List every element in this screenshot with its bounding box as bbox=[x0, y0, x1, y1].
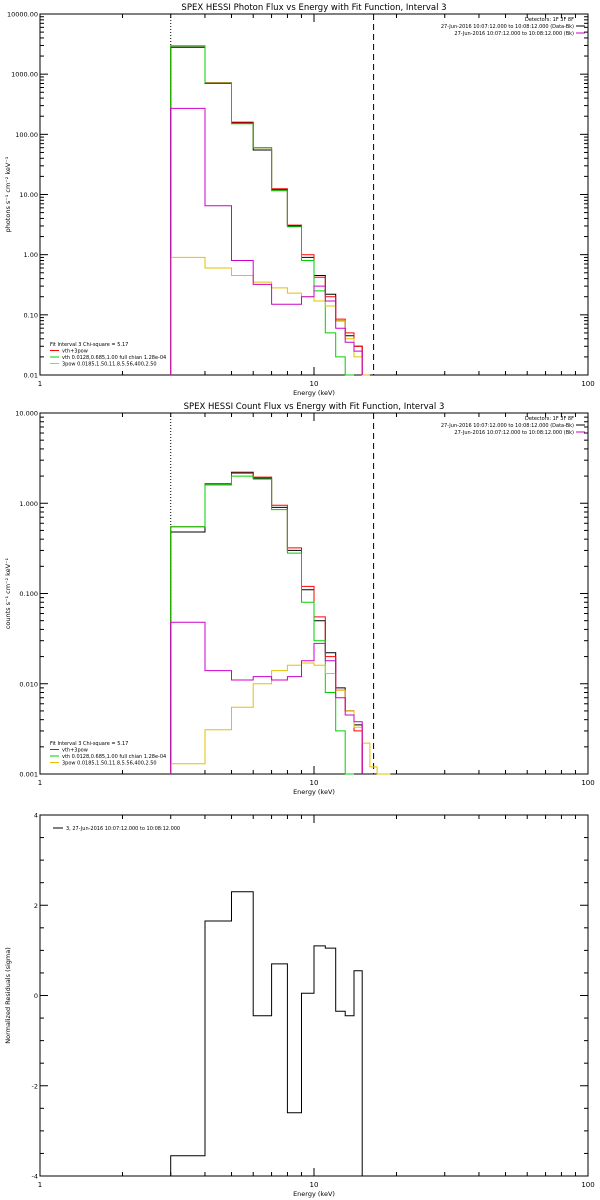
legend-entry: 3pow 0.0185,1.50,11.8,5.56,400,2.50 bbox=[62, 761, 157, 767]
y-tick-label: 4 bbox=[34, 812, 38, 820]
fit-info-text: Fit Interval 3 Chi-square = 5.17 bbox=[50, 342, 128, 348]
y-tick-label: -4 bbox=[32, 1173, 38, 1181]
x-axis-label: Energy (keV) bbox=[293, 1190, 335, 1198]
legend-entry: 27-Jun-2016 10:07:12.000 to 10:08:12.000… bbox=[441, 423, 574, 429]
series-vth-3pow-histogram bbox=[170, 472, 363, 774]
y-tick-label: 0 bbox=[34, 992, 38, 1000]
legend-entry: Detectors: 1F 3F 8F bbox=[525, 17, 574, 23]
y-tick-label: 0.010 bbox=[19, 680, 38, 688]
x-tick-label: 1 bbox=[38, 1181, 42, 1189]
chart-title: SPEX HESSI Photon Flux vs Energy with Fi… bbox=[181, 3, 446, 13]
chart-2: 1 10 100 Energy (keV) 0.001 0.010 0.100 1.000 10… bbox=[4, 402, 595, 796]
y-tick-label: 10000.00 bbox=[7, 11, 38, 19]
y-tick-label: 0.10 bbox=[24, 311, 38, 319]
legend-entry: 3pow 0.0185,1.50,11.8,5.56,400,2.50 bbox=[62, 362, 157, 368]
y-tick-label: 2 bbox=[34, 902, 38, 910]
y-tick-label: 100.00 bbox=[15, 131, 38, 139]
y-axis-label: photons s⁻¹ cm⁻² keV⁻¹ bbox=[4, 156, 12, 232]
series-bk-histogram bbox=[170, 107, 363, 375]
plot-frame bbox=[39, 814, 589, 1177]
legend-entry: vth 0.0128,0.685,1.00 full chian 1.28e-0… bbox=[62, 355, 166, 361]
y-tick-label: 10.000 bbox=[15, 410, 38, 418]
x-tick-label: 10 bbox=[310, 380, 319, 388]
x-tick-label: 100 bbox=[581, 1181, 594, 1189]
series-vth-histogram bbox=[170, 45, 354, 376]
x-axis-label: Energy (keV) bbox=[293, 788, 335, 796]
series-vth-histogram bbox=[170, 475, 354, 775]
x-tick-label: 1 bbox=[38, 380, 42, 388]
x-tick-label: 1 bbox=[38, 779, 42, 787]
legend-entry: vth+3pow bbox=[62, 349, 88, 355]
series-3pow-histogram bbox=[170, 662, 391, 775]
legend-entry: vth 0.0128,0.685,1.00 full chian 1.28e-0… bbox=[62, 754, 166, 760]
legend-entry: 27-Jun-2016 10:07:12.000 to 10:08:12.000… bbox=[441, 24, 574, 30]
y-tick-label: 1.000 bbox=[19, 500, 38, 508]
legend-entry: 3, 27-Jun-2016 10:07:12.000 to 10:08:12.… bbox=[66, 826, 180, 832]
fit-info-text: Fit Interval 3 Chi-square = 5.17 bbox=[50, 741, 128, 747]
x-axis-label: Energy (keV) bbox=[293, 389, 335, 397]
x-tick-label: 100 bbox=[581, 779, 594, 787]
series-vth-3pow-histogram bbox=[170, 45, 363, 375]
legend-entry: 27-Jun-2016 10:07:12.000 to 10:08:12.000… bbox=[454, 430, 574, 436]
y-tick-label: -2 bbox=[32, 1082, 38, 1090]
y-axis-label: Normalized Residuals (sigma) bbox=[4, 947, 12, 1044]
chart-1: 1 10 100 Energy (keV) 0.01 0.10 1.00 10.00 100.0… bbox=[4, 3, 595, 397]
y-tick-label: 1.00 bbox=[24, 251, 38, 259]
series-3-27-jun-2016-10-07-12-000-to-10-08-12-000-histogram bbox=[170, 891, 363, 1176]
plot-frame bbox=[39, 13, 589, 376]
x-tick-label: 10 bbox=[310, 779, 319, 787]
y-tick-label: 10.00 bbox=[19, 191, 38, 199]
x-tick-label: 100 bbox=[581, 380, 594, 388]
y-tick-label: 0.001 bbox=[19, 771, 38, 779]
y-tick-label: 0.100 bbox=[19, 590, 38, 598]
series-bk-histogram bbox=[170, 621, 363, 774]
legend-entry: vth+3pow bbox=[62, 748, 88, 754]
series-data-bk-histogram bbox=[170, 471, 363, 774]
x-tick-label: 10 bbox=[310, 1181, 319, 1189]
y-tick-label: 0.01 bbox=[24, 372, 38, 380]
legend-entry: Detectors: 1F 3F 8F bbox=[525, 416, 574, 422]
series-data-bk-histogram bbox=[170, 46, 363, 375]
chart-3: 1 10 100 Energy (keV) -4 -2 0 2 4 Normalized Resi… bbox=[4, 812, 595, 1199]
legend-entry: 27-Jun-2016 10:07:12.000 to 10:08:12.000… bbox=[454, 31, 574, 37]
y-axis-label: counts s⁻¹ cm⁻² keV⁻¹ bbox=[4, 557, 12, 629]
chart-title: SPEX HESSI Count Flux vs Energy with Fit… bbox=[184, 402, 445, 412]
y-tick-label: 1000.00 bbox=[11, 71, 38, 79]
